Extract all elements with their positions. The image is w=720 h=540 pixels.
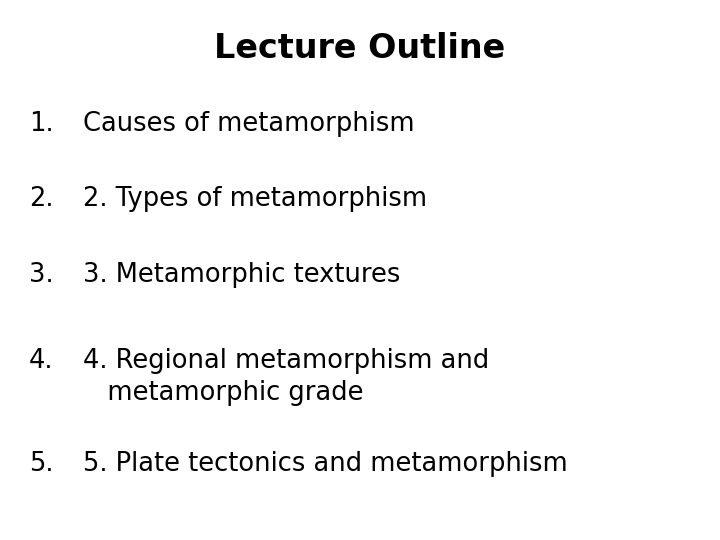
Text: 3. Metamorphic textures: 3. Metamorphic textures	[83, 262, 400, 288]
Text: 5.: 5.	[29, 451, 53, 477]
Text: 5. Plate tectonics and metamorphism: 5. Plate tectonics and metamorphism	[83, 451, 567, 477]
Text: 3.: 3.	[29, 262, 53, 288]
Text: Lecture Outline: Lecture Outline	[215, 32, 505, 65]
Text: 4.: 4.	[29, 348, 53, 374]
Text: 2.: 2.	[29, 186, 53, 212]
Text: 2. Types of metamorphism: 2. Types of metamorphism	[83, 186, 427, 212]
Text: Causes of metamorphism: Causes of metamorphism	[83, 111, 415, 137]
Text: 1.: 1.	[29, 111, 53, 137]
Text: 4. Regional metamorphism and
   metamorphic grade: 4. Regional metamorphism and metamorphic…	[83, 348, 489, 406]
